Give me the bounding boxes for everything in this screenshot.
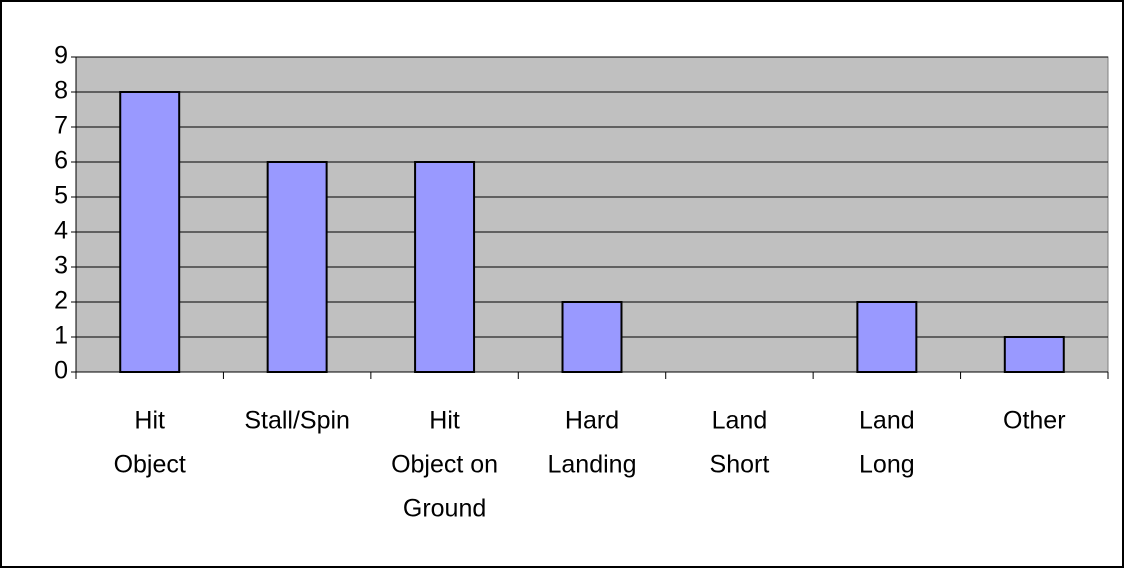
x-tick-label: Hit Object <box>114 407 186 479</box>
x-tick-label-line: Stall/Spin <box>244 407 350 435</box>
x-tick-label-line: Land <box>859 407 915 435</box>
bar <box>414 161 476 373</box>
x-tick-label: Land Long <box>859 407 915 479</box>
bar <box>119 91 181 373</box>
y-tick-label: 3 <box>54 252 68 280</box>
x-tick-label-line: Hit <box>429 407 460 435</box>
bar <box>856 301 918 373</box>
y-tick-label: 5 <box>54 182 68 210</box>
bar <box>1003 336 1065 373</box>
x-tick-label-line: Object on <box>391 451 498 479</box>
y-tick-label: 6 <box>54 147 68 175</box>
x-tick-label-line: Ground <box>403 495 486 523</box>
y-tick-label: 9 <box>54 42 68 70</box>
y-tick-label: 7 <box>54 112 68 140</box>
y-tick-label: 0 <box>54 357 68 385</box>
x-tick-label-line: Object <box>114 451 186 479</box>
y-tick-label: 4 <box>54 217 68 245</box>
y-tick-label: 8 <box>54 77 68 105</box>
bar <box>266 161 328 373</box>
x-tick-label: Other <box>1003 407 1066 435</box>
y-tick-label: 2 <box>54 287 68 315</box>
x-tick-label-line: Hit <box>134 407 165 435</box>
x-tick-label-line: Landing <box>548 451 637 479</box>
x-tick-label-line: Land <box>712 407 768 435</box>
x-tick-label: Land Short <box>710 407 770 479</box>
x-tick-label: Stall/Spin <box>244 407 350 435</box>
y-tick-label: 1 <box>54 322 68 350</box>
x-tick-label-line: Hard <box>565 407 619 435</box>
bar <box>561 301 623 373</box>
x-tick-label-line: Other <box>1003 407 1066 435</box>
x-tick-label-line: Long <box>859 451 915 479</box>
x-tick-label: Hit Object on Ground <box>391 407 498 523</box>
x-tick-label-line: Short <box>710 451 770 479</box>
x-tick-label: Hard Landing <box>548 407 637 479</box>
